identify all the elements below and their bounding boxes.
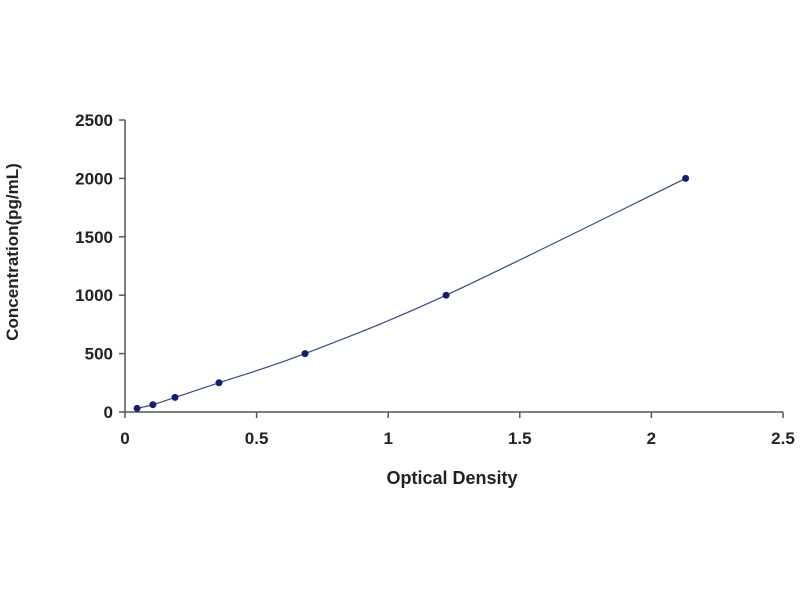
x-tick-label: 1.5 (508, 429, 532, 448)
data-point (171, 393, 179, 401)
y-tick-label: 2500 (75, 111, 113, 130)
y-tick-label: 1500 (75, 228, 113, 247)
data-point (682, 174, 690, 182)
x-tick-label: 0.5 (245, 429, 269, 448)
y-tick-label: 1000 (75, 286, 113, 305)
data-point (149, 401, 157, 409)
x-tick-label: 2 (647, 429, 656, 448)
data-point (301, 350, 309, 358)
y-axis-label: Concentration(pg/mL) (3, 163, 22, 341)
y-tick-label: 2000 (75, 169, 113, 188)
data-point (442, 291, 450, 299)
x-tick-label: 1 (383, 429, 392, 448)
data-point (215, 379, 223, 387)
y-tick-label: 500 (85, 345, 113, 364)
x-axis-label: Optical Density (386, 468, 517, 488)
x-tick-label: 2.5 (771, 429, 795, 448)
x-tick-label: 0 (120, 429, 129, 448)
data-point (133, 404, 141, 412)
axes (119, 119, 784, 418)
tick-labels: 0 500 1000 1500 2000 2500 0 0.5 1 1.5 2 2.5 (75, 111, 795, 448)
fit-curve (136, 177, 686, 409)
data-points (133, 174, 690, 412)
y-tick-label: 0 (104, 403, 113, 422)
